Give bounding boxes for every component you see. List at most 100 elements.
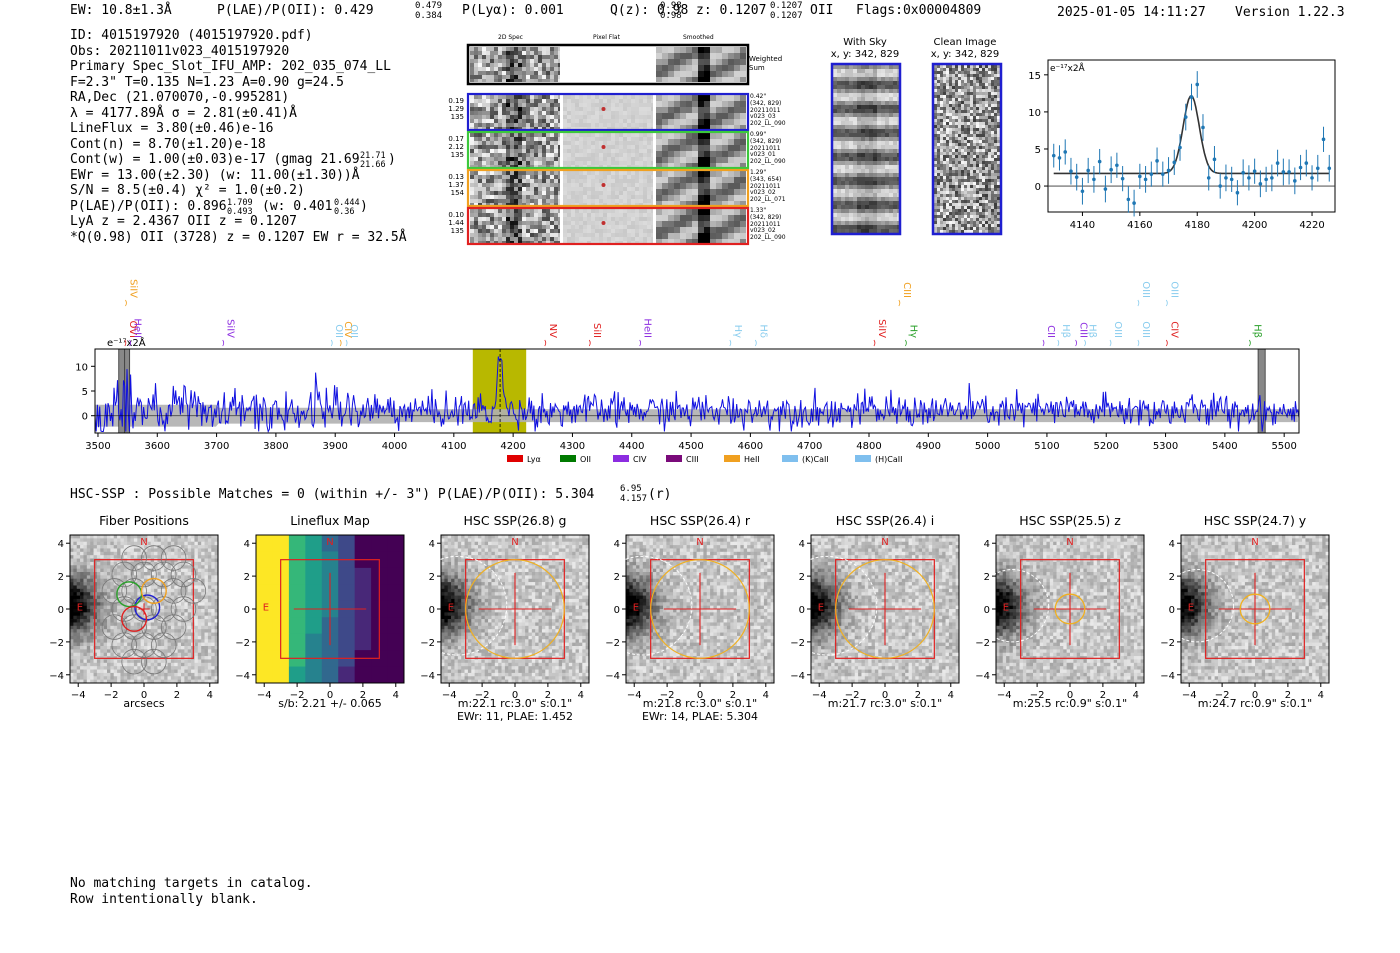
panel-xtick-label: −2 xyxy=(660,690,675,701)
spectrum-line-marker: OII xyxy=(333,324,344,338)
spectrum-legend-label: CIV xyxy=(633,455,647,464)
zoom-data-point xyxy=(1103,187,1108,191)
lineflux-map-cell xyxy=(256,600,273,618)
clean-image xyxy=(931,62,1003,236)
spectrum-legend-entry: CIII xyxy=(666,455,699,464)
aperture-box xyxy=(1205,559,1305,659)
fiber-position xyxy=(121,545,147,571)
spectrum-xtick-label: 4600 xyxy=(738,441,763,452)
zoom-data-point xyxy=(1212,157,1217,162)
panel-xtick-label: 4 xyxy=(1318,690,1324,701)
weighted-sum-row xyxy=(466,43,750,86)
panel-ytick-label: −2 xyxy=(606,638,620,649)
north-label: N xyxy=(326,537,333,548)
zoom-data-point xyxy=(1074,175,1079,179)
panel-ytick-label: 4 xyxy=(429,539,435,550)
panel-xtick-label: 4 xyxy=(948,690,954,701)
zoom-data-point xyxy=(1275,161,1280,165)
panel-xtick-label: 0 xyxy=(327,690,333,701)
header-qz-lo: 0.98 xyxy=(660,11,682,21)
lineflux-map-cell xyxy=(256,567,273,585)
lineflux-map-cell xyxy=(354,617,372,635)
imaging-panel-caption: m:25.5 rc:0.9" s:0.1" xyxy=(1012,697,1128,710)
spectrum-legend-entry: CIV xyxy=(613,455,647,464)
spectrum-line-marker-tick xyxy=(125,299,127,307)
hsc-summary-hi: 6.95 xyxy=(620,484,642,494)
imaging-panel-caption: m:24.7 rc:0.9" s:0.1" xyxy=(1197,697,1313,710)
spectrum-line-marker: OIII xyxy=(1140,281,1151,298)
info-lya: LyA z = 2.4367 OII z = 0.1207 xyxy=(70,214,297,229)
zoom-data-point xyxy=(1298,165,1303,170)
fiber-position xyxy=(150,632,177,658)
clean-image-title: Clean Image xyxy=(933,37,997,48)
zoom-data-point xyxy=(1189,95,1194,99)
cutout-right-meta: 202_LL_090 xyxy=(750,120,786,128)
panel-ytick-label: 2 xyxy=(984,572,990,583)
spectrum-line-marker: OIII xyxy=(1168,281,1179,298)
cutout-right-meta: v023_02 xyxy=(750,189,776,197)
panel-ytick-label: 0 xyxy=(1169,605,1175,616)
panel-ytick-label: 4 xyxy=(984,539,990,550)
sky-cutouts: With Sky x, y: 342, 829 Clean Image x, y… xyxy=(825,36,1010,241)
lineflux-map-cell xyxy=(354,666,372,684)
panel-xtick-label: 0 xyxy=(697,690,703,701)
info-q: *Q(0.98) OII (3728) z = 0.1207 EW r = 32… xyxy=(70,229,407,245)
info-contw: Cont(w) = 1.00(±0.03)e-17 (gmag 21.69 21… xyxy=(70,151,407,170)
spectrum-xtick-label: 4400 xyxy=(619,441,644,452)
imaging-panel-6: HSC SSP(25.5) z N E −4 −4 −2 −2 0 0 2 2 4 4 m:25.5 rc… xyxy=(976,513,1156,728)
spectrum-xtick-label: 3700 xyxy=(204,441,229,452)
zoom-data-point xyxy=(1178,145,1182,150)
lineflux-map-cell xyxy=(305,666,323,684)
header-z: z: 0.1207 xyxy=(696,3,767,18)
info-plae-w-hi: 0.444 xyxy=(334,197,360,208)
spectrum-line-marker: SiII xyxy=(591,323,602,338)
imaging-panel-caption-2: EWr: 11, PLAE: 1.452 xyxy=(456,710,574,723)
cutout-row-3-right-meta: 1.29" (343, 654) 20211011 v023_02 202_LL_071 xyxy=(750,169,786,204)
zoom-data-point xyxy=(1092,177,1096,182)
zoom-data-point xyxy=(1258,182,1263,186)
spectrum-line-marker-tick xyxy=(1165,339,1168,347)
info-fiber: F=2.3" T=0.135 N=1.23 A=0.90 g=24.5 xyxy=(70,74,344,90)
spectrum-line-marker-tick xyxy=(345,339,348,347)
info-plae-text: P(LAE)/P(OII): 0.896 xyxy=(70,198,227,214)
spectrum-xtick-label: 4100 xyxy=(441,441,466,452)
zoom-data-point xyxy=(1195,82,1200,87)
header-datetime: 2025-01-05 14:11:27 xyxy=(1057,5,1206,20)
imaging-panel-title: HSC SSP(26.4) i xyxy=(835,513,935,528)
spectrum-line-marker: CIV xyxy=(342,321,353,338)
cutout-right-meta: 0.99" xyxy=(750,131,767,138)
neighbor-aperture xyxy=(421,555,508,656)
lineflux-map-cell xyxy=(387,617,405,635)
lineflux-map-cell xyxy=(338,617,356,635)
source-aperture xyxy=(1054,593,1086,625)
fiber-position xyxy=(131,561,157,588)
neighbor-aperture xyxy=(791,555,878,656)
info-plae-w: (w: 0.401 xyxy=(262,198,333,214)
spectrum-line-marker: SiIV xyxy=(225,319,236,338)
panel-xtick-label: 2 xyxy=(174,690,180,701)
footer-line-1: No matching targets in catalog. xyxy=(70,876,313,891)
panel-ytick-label: 4 xyxy=(799,539,805,550)
imaging-panel-title: HSC SSP(26.8) g xyxy=(463,513,567,528)
lineflux-map-cell xyxy=(256,535,273,552)
spectrum-line-marker: CIII xyxy=(1078,322,1089,338)
zoom-data-point xyxy=(1161,172,1165,176)
fiber-position xyxy=(121,578,147,604)
zoom-ytick-label: 0 xyxy=(1035,182,1041,193)
panel-xtick-label: −4 xyxy=(812,690,827,701)
cutout-right-meta: 202_LL_071 xyxy=(750,196,786,204)
source-aperture xyxy=(1239,593,1271,625)
lineflux-map-cell xyxy=(256,666,273,684)
info-primary: Primary Spec_Slot_IFU_AMP: 202_035_074_L… xyxy=(70,59,391,74)
zoom-xtick-label: 4220 xyxy=(1299,220,1324,231)
cutout-right-meta: v023_02 xyxy=(750,227,776,235)
info-plae: P(LAE)/P(OII): 0.896 1.709 0.493 (w: 0.4… xyxy=(70,197,407,217)
header-ew: EW: 10.8±1.3Å xyxy=(70,3,172,18)
panel-ytick-label: −2 xyxy=(976,638,990,649)
lineflux-map-cell xyxy=(288,535,306,552)
imaging-panel-3: HSC SSP(26.8) g N E −4 −4 −2 −2 0 0 2 2 4 4 m:22.1 rc… xyxy=(421,513,601,728)
zoom-ytick-label: 5 xyxy=(1035,145,1041,156)
fiber-position xyxy=(111,632,138,658)
info-ewr: EWr = 13.00(±2.30) (w: 11.00(±1.30))Å xyxy=(70,167,360,183)
cutout-row-frame xyxy=(466,168,750,208)
